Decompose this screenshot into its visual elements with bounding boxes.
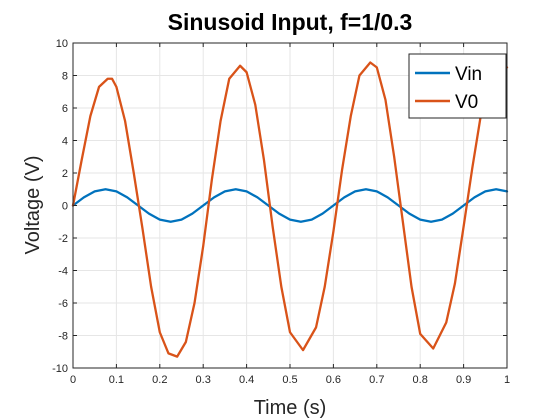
x-tick-label: 0.7: [369, 374, 384, 386]
x-tick-label: 0.3: [196, 374, 211, 386]
legend: Vin V0: [408, 53, 507, 119]
y-tick-label: -6: [58, 298, 68, 310]
y-tick-label: 6: [62, 103, 68, 115]
legend-box: [408, 53, 507, 119]
y-tick-label: 2: [62, 168, 68, 180]
x-tick-label: 0.2: [152, 374, 167, 386]
series-lines: [71, 59, 509, 358]
chart-title: Sinusoid Input, f=1/0.3: [168, 9, 413, 35]
x-tick-label: 0.1: [109, 374, 124, 386]
x-tick-label: 0.4: [239, 374, 254, 386]
x-tick-label: 1: [504, 374, 510, 386]
y-tick-label: -10: [52, 363, 68, 375]
y-tick-label: -2: [58, 233, 68, 245]
y-tick-label: -4: [58, 266, 68, 278]
legend-label-vin: Vin: [455, 64, 482, 85]
x-tick-label: 0: [70, 374, 76, 386]
series-line-v0: [71, 59, 509, 358]
axes: [72, 42, 508, 369]
y-tick-label: 0: [62, 201, 68, 213]
y-tick-label: 8: [62, 71, 68, 83]
x-tick-label: 0.8: [413, 374, 428, 386]
y-axis-label: Voltage (V): [22, 156, 44, 255]
y-tick-label: -8: [58, 331, 68, 343]
x-axis-label: Time (s): [254, 397, 327, 419]
tick-labels: 0 0.1 0.2 0.3 0.4 0.5 0.6 0.7 0.8 0.9 1 -10 -8 -6 -4 -2…: [52, 38, 510, 386]
x-tick-label: 0.6: [326, 374, 341, 386]
x-tick-label: 0.5: [282, 374, 297, 386]
x-tick-label: 0.9: [456, 374, 471, 386]
y-tick-label: 4: [62, 136, 68, 148]
series-line-vin: [71, 188, 509, 223]
legend-label-v0: V0: [455, 92, 478, 113]
y-tick-label: 10: [56, 38, 68, 50]
